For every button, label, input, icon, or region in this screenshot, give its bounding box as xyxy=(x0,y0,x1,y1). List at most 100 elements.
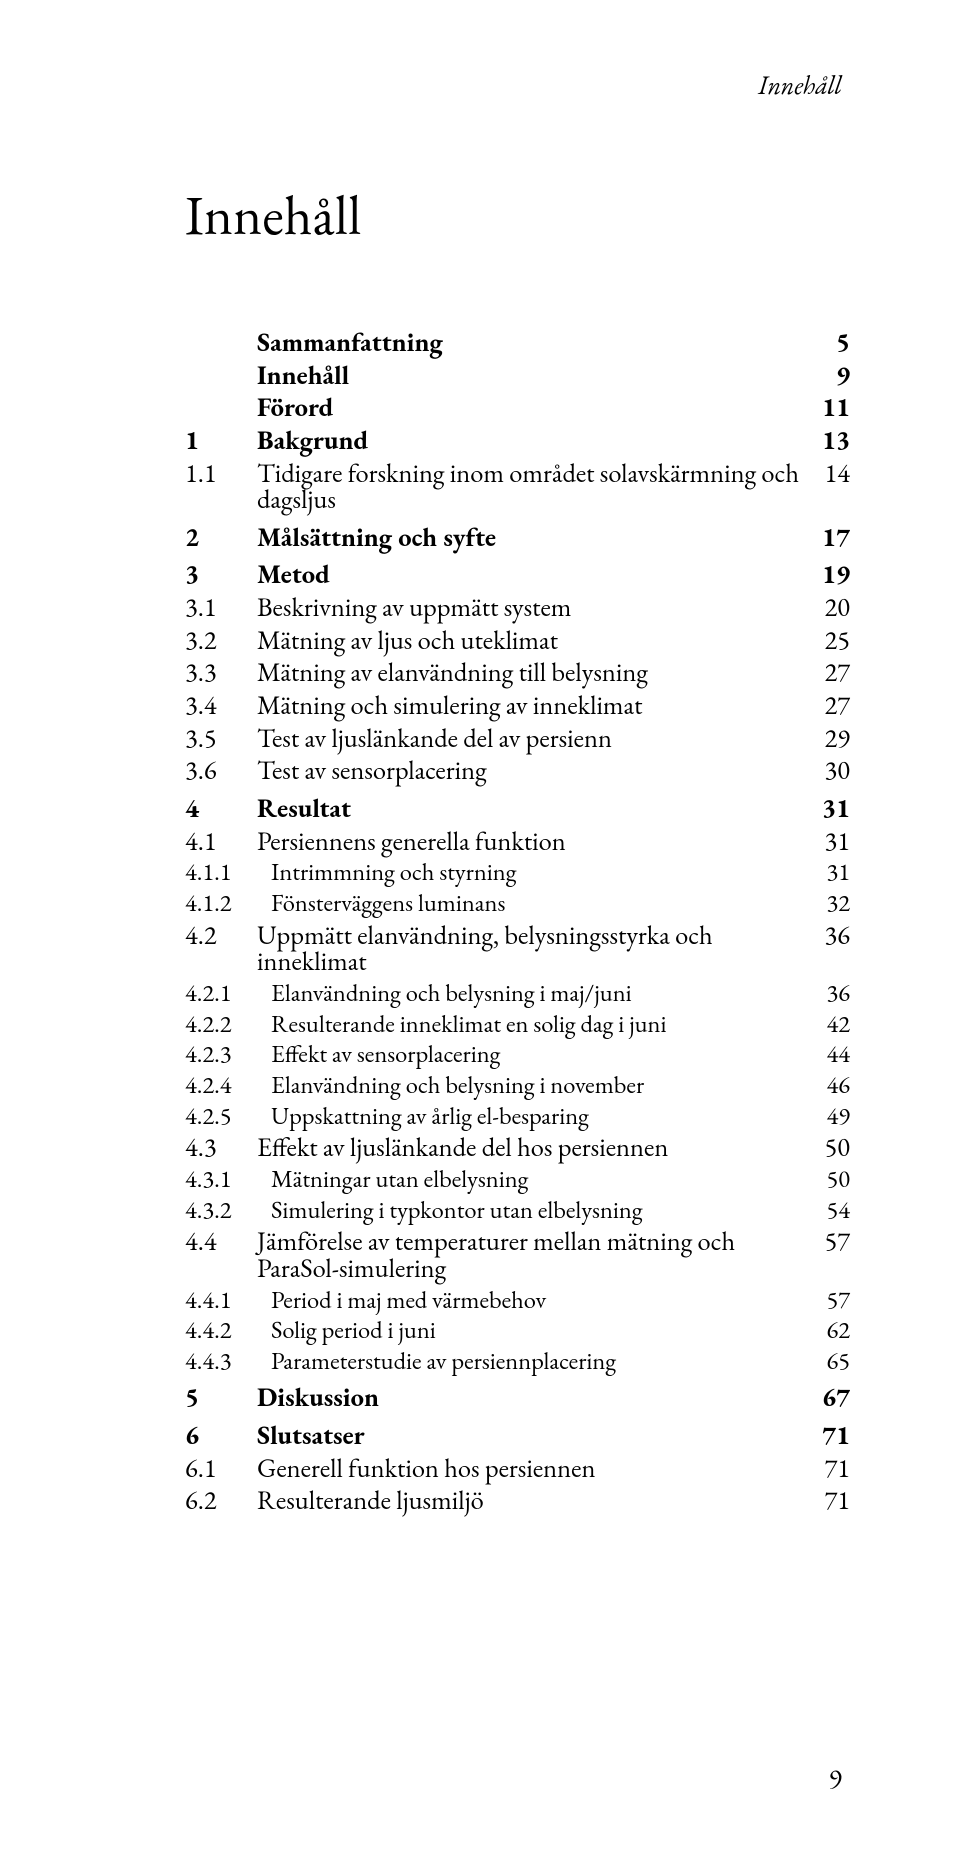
toc-entry-label: Mätning och simulering av inneklimat xyxy=(257,692,810,719)
toc-entry-number: 1.1 xyxy=(185,460,257,487)
toc-entry-number: 4.3 xyxy=(185,1134,257,1161)
toc-entry-label: Resultat xyxy=(257,795,810,822)
page-title: Innehåll xyxy=(185,180,850,251)
toc-row: 3.2Mätning av ljus och uteklimat25 xyxy=(185,627,850,654)
toc-entry-label: Solig period i juni xyxy=(271,1318,810,1343)
toc-entry-page: 71 xyxy=(810,1455,850,1482)
toc-entry-page: 31 xyxy=(810,795,850,822)
toc-entry-number: 4.4.1 xyxy=(185,1288,271,1313)
toc-entry-number: 4.1.2 xyxy=(185,891,271,916)
toc-entry-label: Resulterande ljusmiljö xyxy=(257,1487,810,1514)
toc-row: 6Slutsatser71 xyxy=(185,1422,850,1449)
toc-row: 3.6Test av sensorplacering30 xyxy=(185,757,850,784)
toc-entry-number: 3.6 xyxy=(185,757,257,784)
toc-entry-number: 4.4.3 xyxy=(185,1349,271,1374)
toc-entry-label: Intrimmning och styrning xyxy=(271,860,810,885)
toc-entry-page: 65 xyxy=(810,1349,850,1374)
toc-row: Innehåll9 xyxy=(185,362,850,389)
toc-entry-number: 5 xyxy=(185,1384,257,1411)
toc-entry-page: 50 xyxy=(810,1134,850,1161)
toc-entry-number: 3 xyxy=(185,561,257,588)
toc-row: 4.1Persiennens generella funktion31 xyxy=(185,828,850,855)
toc-entry-page: 50 xyxy=(810,1167,850,1192)
toc-entry-label: Generell funktion hos persiennen xyxy=(257,1455,810,1482)
toc-row: 1.1Tidigare forskning inom området solav… xyxy=(185,460,850,513)
toc-entry-page: 17 xyxy=(810,524,850,551)
toc-row: 4.4.3Parameterstudie av persiennplacerin… xyxy=(185,1349,850,1374)
toc-entry-number: 4.3.1 xyxy=(185,1167,271,1192)
toc-entry-page: 67 xyxy=(810,1384,850,1411)
toc-entry-page: 36 xyxy=(810,922,850,949)
toc-row: 3.1Beskrivning av uppmätt system20 xyxy=(185,594,850,621)
toc-entry-number: 3.1 xyxy=(185,594,257,621)
toc-row: 6.2Resulterande ljusmiljö71 xyxy=(185,1487,850,1514)
toc-entry-label: Innehåll xyxy=(257,362,810,389)
toc-entry-label: Parameterstudie av persiennplacering xyxy=(271,1349,810,1374)
toc-entry-number: 4.2.4 xyxy=(185,1073,271,1098)
toc-entry-label: Test av sensorplacering xyxy=(257,757,810,784)
toc-entry-page: 71 xyxy=(810,1422,850,1449)
toc-row: 4.2.2Resulterande inneklimat en solig da… xyxy=(185,1012,850,1037)
toc-entry-page: 19 xyxy=(810,561,850,588)
toc-row: 4.4Jämförelse av temperaturer mellan mät… xyxy=(185,1228,850,1281)
toc-row: 4.2.4Elanvändning och belysning i novemb… xyxy=(185,1073,850,1098)
toc-entry-number: 4.1 xyxy=(185,828,257,855)
toc-row: 5Diskussion67 xyxy=(185,1384,850,1411)
toc-entry-number: 4 xyxy=(185,795,257,822)
toc-row: 4.1.1Intrimmning och styrning31 xyxy=(185,860,850,885)
toc-entry-label: Elanvändning och belysning i maj/juni xyxy=(271,981,810,1006)
toc-entry-label: Mätning av ljus och uteklimat xyxy=(257,627,810,654)
toc-entry-label: Slutsatser xyxy=(257,1422,810,1449)
toc-entry-number: 4.2 xyxy=(185,922,257,949)
toc-row: 4.1.2Fönsterväggens luminans32 xyxy=(185,891,850,916)
toc-entry-label: Fönsterväggens luminans xyxy=(271,891,810,916)
toc-entry-number: 3.4 xyxy=(185,692,257,719)
toc-entry-page: 14 xyxy=(810,460,850,487)
toc-row: 2Målsättning och syfte17 xyxy=(185,524,850,551)
toc-entry-page: 62 xyxy=(810,1318,850,1343)
toc-row: 4.2Uppmätt elanvändning, belysningsstyrk… xyxy=(185,922,850,975)
toc-entry-page: 11 xyxy=(810,394,850,421)
toc-row: 3.5Test av ljuslänkande del av persienn2… xyxy=(185,725,850,752)
toc-entry-label: Bakgrund xyxy=(257,427,810,454)
toc-entry-number: 6 xyxy=(185,1422,257,1449)
toc-entry-page: 20 xyxy=(810,594,850,621)
toc-entry-number: 4.2.1 xyxy=(185,981,271,1006)
toc-entry-label: Elanvändning och belysning i november xyxy=(271,1073,810,1098)
toc-entry-page: 29 xyxy=(810,725,850,752)
toc-entry-page: 31 xyxy=(810,860,850,885)
toc-entry-number: 2 xyxy=(185,524,257,551)
toc-entry-label: Effekt av sensorplacering xyxy=(271,1042,810,1067)
toc-row: 4.2.3Effekt av sensorplacering44 xyxy=(185,1042,850,1067)
toc-row: 3Metod19 xyxy=(185,561,850,588)
toc-row: Förord11 xyxy=(185,394,850,421)
toc-entry-label: Målsättning och syfte xyxy=(257,524,810,551)
toc-row: 4.4.1Period i maj med värmebehov57 xyxy=(185,1288,850,1313)
toc-entry-label: Metod xyxy=(257,561,810,588)
toc-row: 4.2.5Uppskattning av årlig el-besparing4… xyxy=(185,1104,850,1129)
toc-entry-page: 42 xyxy=(810,1012,850,1037)
toc-row: 4Resultat31 xyxy=(185,795,850,822)
toc-entry-label: Tidigare forskning inom området solavskä… xyxy=(257,460,810,513)
toc-entry-label: Uppmätt elanvändning, belysningsstyrka o… xyxy=(257,922,810,975)
toc-entry-number: 4.4 xyxy=(185,1228,257,1255)
toc-entry-page: 57 xyxy=(810,1288,850,1313)
toc-entry-label: Uppskattning av årlig el-besparing xyxy=(271,1104,810,1129)
toc-entry-page: 27 xyxy=(810,692,850,719)
toc-entry-number: 3.2 xyxy=(185,627,257,654)
toc-row: 3.4Mätning och simulering av inneklimat2… xyxy=(185,692,850,719)
toc-entry-label: Jämförelse av temperaturer mellan mätnin… xyxy=(257,1228,810,1281)
toc-entry-page: 57 xyxy=(810,1228,850,1255)
toc-entry-number: 1 xyxy=(185,427,257,454)
toc-entry-label: Mätning av elanvändning till belysning xyxy=(257,659,810,686)
toc-row: 6.1Generell funktion hos persiennen71 xyxy=(185,1455,850,1482)
page-number: 9 xyxy=(829,1761,842,1797)
toc-entry-number: 4.2.5 xyxy=(185,1104,271,1129)
toc-entry-page: 13 xyxy=(810,427,850,454)
toc-entry-label: Förord xyxy=(257,394,810,421)
toc-entry-number: 6.2 xyxy=(185,1487,257,1514)
toc-entry-page: 30 xyxy=(810,757,850,784)
toc-row: 4.3.1Mätningar utan elbelysning50 xyxy=(185,1167,850,1192)
toc-entry-page: 49 xyxy=(810,1104,850,1129)
toc-entry-number: 4.2.3 xyxy=(185,1042,271,1067)
